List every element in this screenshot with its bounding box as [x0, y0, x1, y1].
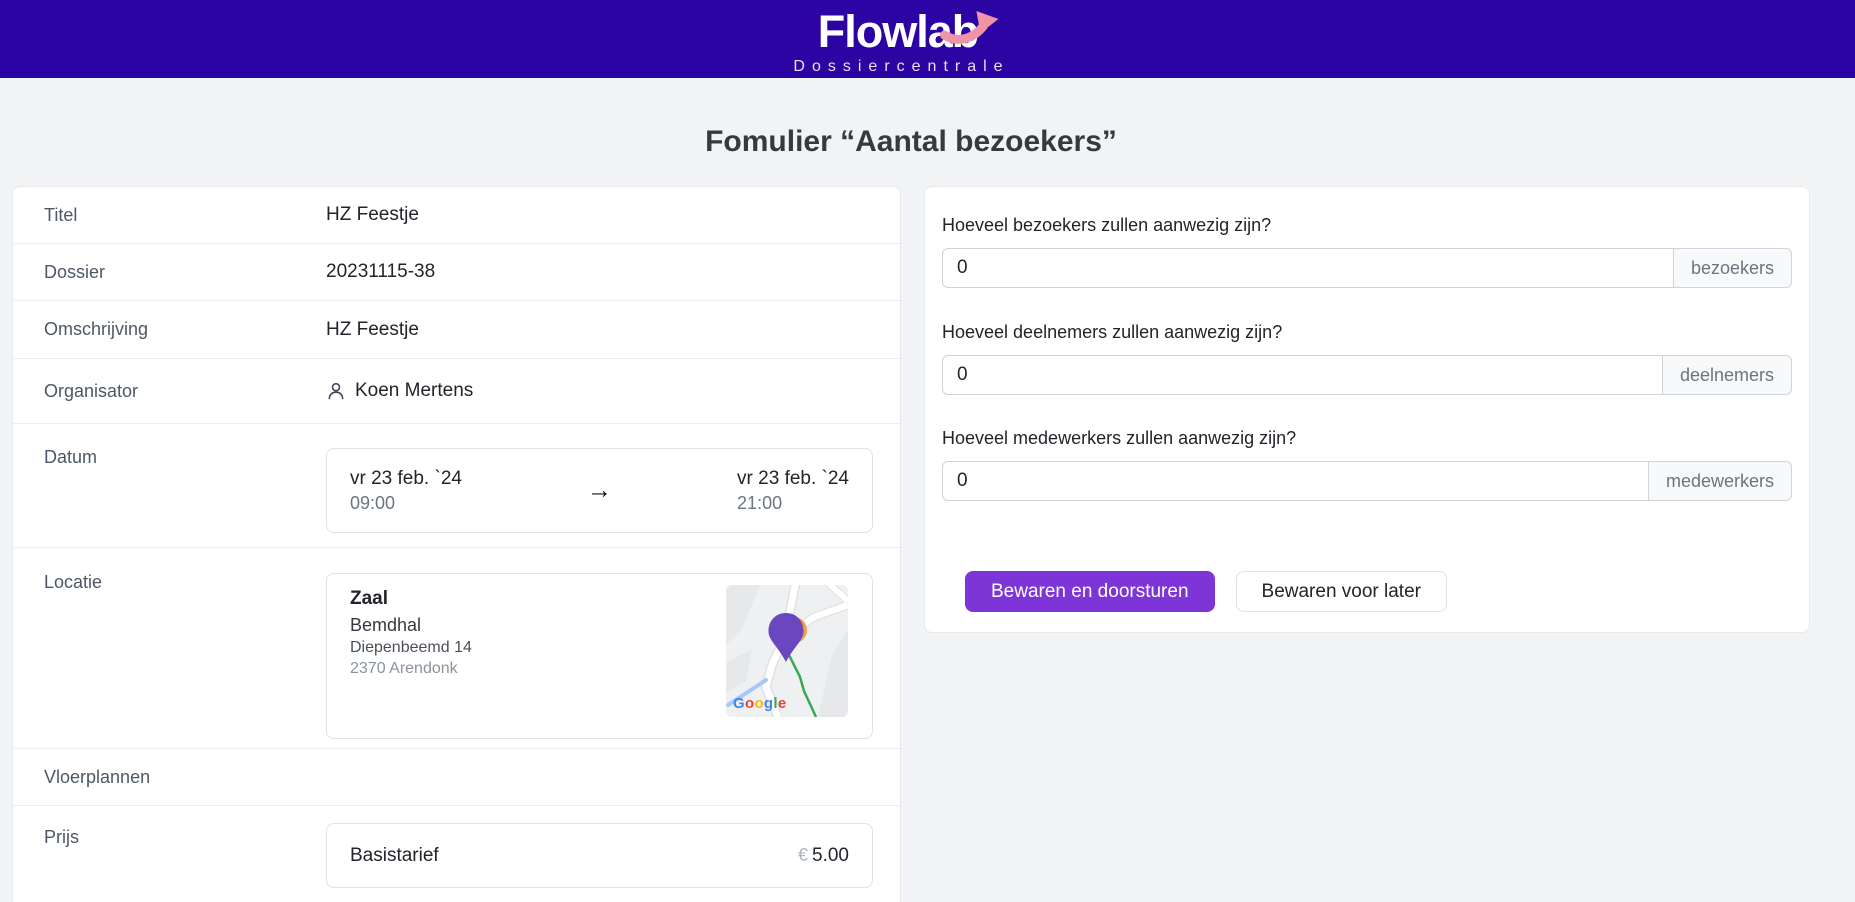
- bezoekers-input[interactable]: [942, 248, 1674, 288]
- google-letter: e: [777, 695, 787, 712]
- map-image: [726, 585, 848, 717]
- medewerkers-input[interactable]: [942, 461, 1649, 501]
- person-icon: [328, 382, 344, 400]
- location-city: 2370 Arendonk: [350, 660, 458, 677]
- detail-row-datum: Datum vr 23 feb. `24 09:00 → vr 23 feb. …: [13, 424, 900, 548]
- map-pin-icon: [768, 613, 804, 662]
- price-number: 5.00: [812, 844, 849, 866]
- price-box: Basistarief €5.00: [326, 823, 873, 888]
- detail-row-dossier: Dossier 20231115-38: [13, 244, 900, 301]
- google-letter: o: [754, 695, 764, 712]
- logo-wordmark: Flowlab: [817, 6, 979, 57]
- detail-row-prijs: Prijs Basistarief €5.00: [13, 806, 900, 902]
- location-building: Bemdhal: [350, 615, 422, 635]
- detail-row-organisator: Organisator Koen Mertens: [13, 359, 900, 424]
- logo-arrow-icon: [939, 11, 999, 44]
- date-start-date: vr 23 feb. `24: [350, 467, 462, 489]
- page-title: Fomulier “Aantal bezoekers”: [705, 125, 1117, 158]
- medewerkers-input-group: medewerkers: [942, 461, 1792, 501]
- price-amount: €5.00: [798, 845, 849, 867]
- medewerkers-unit-addon: medewerkers: [1647, 461, 1792, 501]
- deelnemers-unit-addon: deelnemers: [1661, 355, 1792, 395]
- deelnemers-input-group: deelnemers: [942, 355, 1792, 395]
- euro-sign: €: [798, 844, 809, 865]
- detail-row-locatie: Locatie Zaal Bemdhal Diepenbeemd 14 2370…: [13, 548, 900, 749]
- titel-label: Titel: [44, 204, 78, 225]
- logo-tagline: Dossiercentrale: [793, 58, 1010, 75]
- price-item-name: Basistarief: [350, 844, 439, 866]
- vloerplannen-label: Vloerplannen: [44, 766, 151, 787]
- datum-label: Datum: [44, 447, 98, 467]
- page-content: Fomulier “Aantal bezoekers” Titel HZ Fee…: [0, 125, 1810, 902]
- dossier-label: Dossier: [44, 261, 106, 282]
- google-letter: o: [744, 695, 755, 712]
- location-name: Zaal: [350, 588, 389, 609]
- locatie-label: Locatie: [44, 572, 103, 592]
- prijs-label: Prijs: [44, 827, 79, 847]
- form-actions: Bewaren en doorsturen Bewaren voor later: [965, 571, 1792, 612]
- question-deelnemers-label: Hoeveel deelnemers zullen aanwezig zijn?: [942, 322, 1283, 342]
- organisator-value-wrap: Koen Mertens: [326, 380, 473, 402]
- date-start-time: 09:00: [350, 493, 396, 514]
- logo: Flowlab Dossiercentrale: [786, 9, 1009, 76]
- google-attribution: Google: [733, 695, 787, 712]
- titel-value: HZ Feestje: [326, 204, 419, 225]
- google-letter: G: [733, 695, 745, 712]
- question-bezoekers-label: Hoeveel bezoekers zullen aanwezig zijn?: [942, 215, 1272, 235]
- date-end-date: vr 23 feb. `24: [737, 467, 849, 489]
- organisator-name: Koen Mertens: [355, 380, 474, 401]
- detail-row-omschrijving: Omschrijving HZ Feestje: [13, 301, 900, 359]
- visitors-form-panel: Hoeveel bezoekers zullen aanwezig zijn? …: [924, 186, 1810, 633]
- map-thumbnail[interactable]: Google: [726, 585, 848, 717]
- deelnemers-input[interactable]: [942, 355, 1663, 395]
- omschrijving-label: Omschrijving: [44, 319, 149, 339]
- bezoekers-input-group: bezoekers: [942, 248, 1792, 288]
- google-letter: l: [773, 695, 778, 712]
- arrow-right-icon: →: [587, 476, 612, 504]
- save-for-later-button[interactable]: Bewaren voor later: [1235, 571, 1447, 612]
- google-letter: g: [763, 695, 774, 712]
- app-header: Flowlab Dossiercentrale: [0, 0, 1855, 78]
- date-start: vr 23 feb. `24 09:00: [350, 466, 462, 516]
- omschrijving-value: HZ Feestje: [326, 318, 419, 340]
- date-end: vr 23 feb. `24 21:00: [737, 466, 849, 516]
- date-range-box: vr 23 feb. `24 09:00 → vr 23 feb. `24 21…: [326, 448, 873, 533]
- bezoekers-unit-addon: bezoekers: [1672, 248, 1792, 288]
- event-details-panel: Titel HZ Feestje Dossier 20231115-38 Oms…: [12, 186, 901, 902]
- organisator-label: Organisator: [44, 380, 139, 401]
- detail-row-vloerplannen: Vloerplannen: [13, 749, 900, 806]
- location-street: Diepenbeemd 14: [350, 639, 472, 656]
- save-and-forward-button[interactable]: Bewaren en doorsturen: [965, 571, 1215, 612]
- question-medewerkers-label: Hoeveel medewerkers zullen aanwezig zijn…: [942, 428, 1297, 448]
- date-end-time: 21:00: [737, 493, 783, 514]
- detail-row-titel: Titel HZ Feestje: [13, 187, 900, 244]
- location-box: Zaal Bemdhal Diepenbeemd 14 2370 Arendon…: [326, 573, 873, 739]
- dossier-value: 20231115-38: [326, 261, 436, 282]
